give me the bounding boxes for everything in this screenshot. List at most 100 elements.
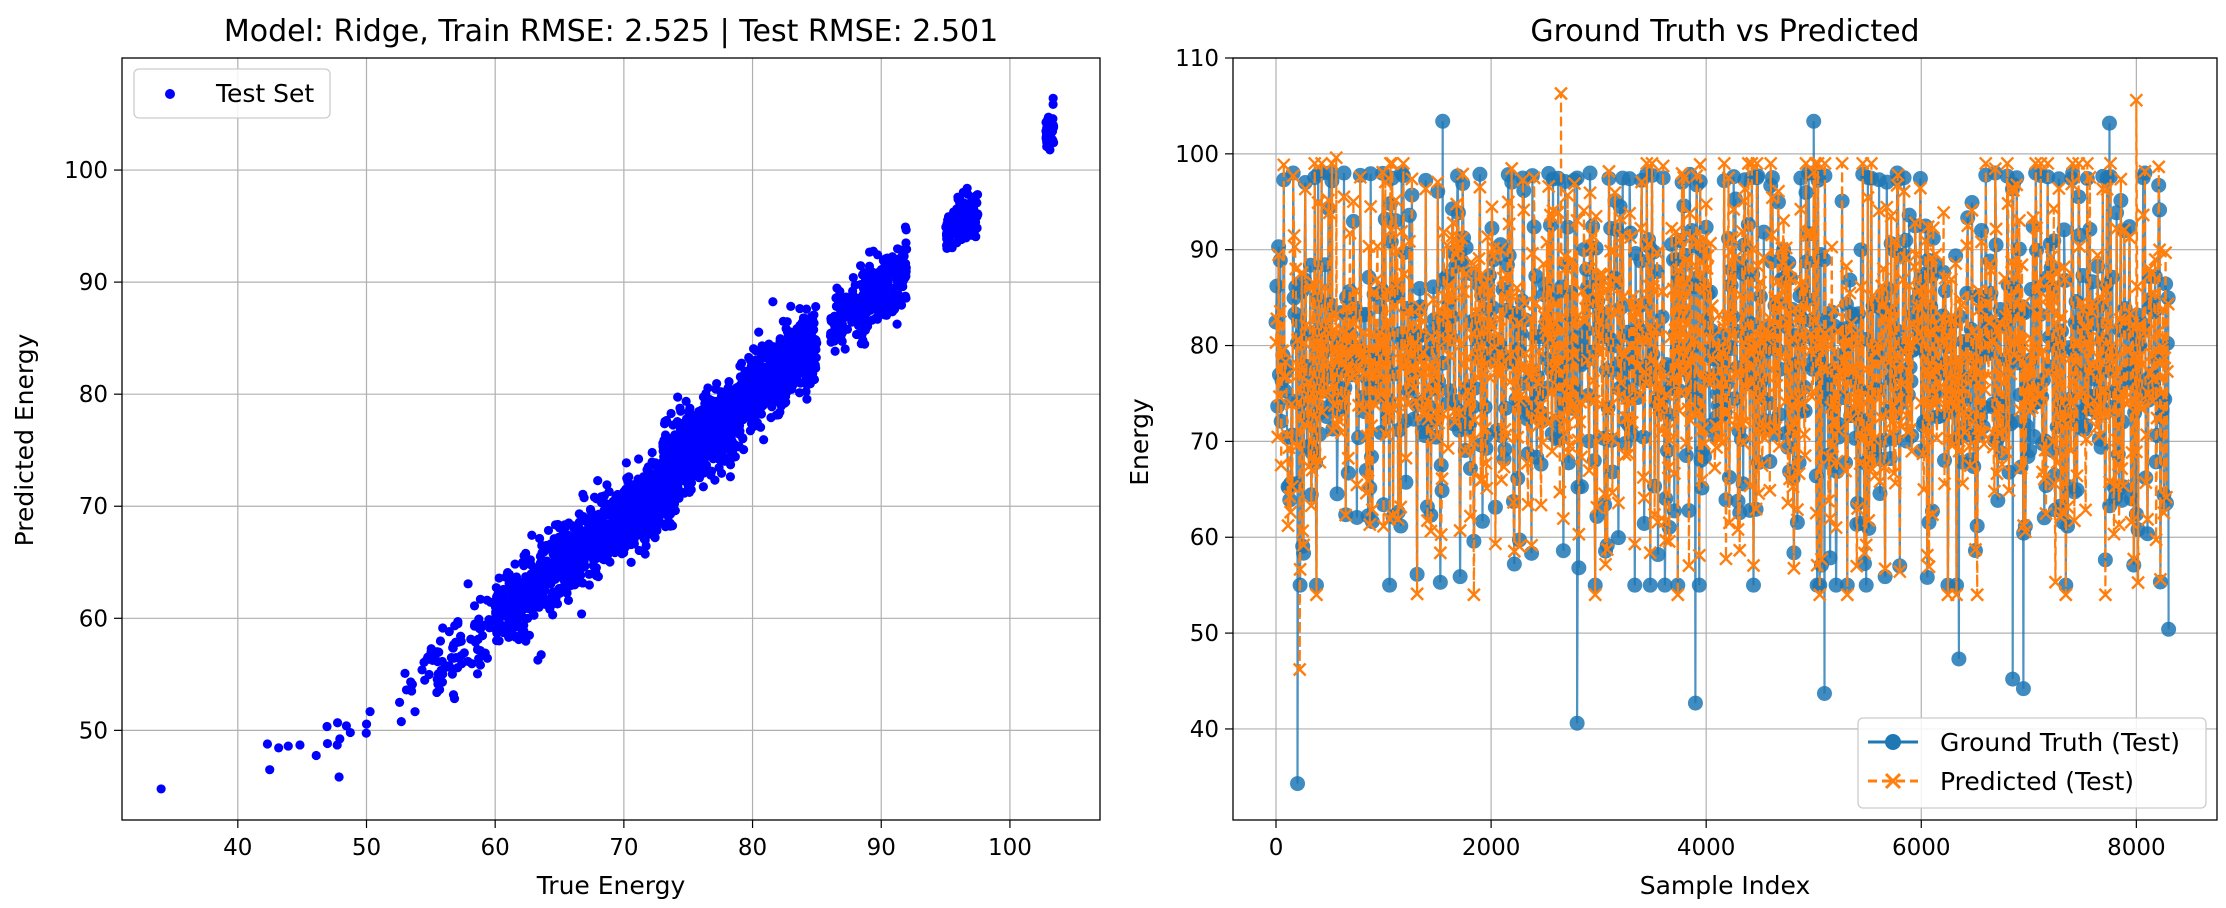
scatter-point	[1048, 99, 1058, 109]
scatter-point	[662, 493, 672, 504]
scatter-point	[274, 743, 284, 753]
scatter-point	[576, 609, 587, 619]
scatter-point	[345, 727, 355, 738]
scatter-point	[689, 427, 700, 437]
scatter-point	[560, 522, 570, 533]
scatter-point	[629, 479, 639, 490]
ground-truth-point	[1329, 486, 1345, 502]
scatter-point	[574, 562, 584, 572]
scatter-point	[647, 457, 657, 467]
scatter-point	[444, 661, 454, 671]
scatter-point	[778, 352, 788, 362]
scatter-y-tick-label: 50	[79, 718, 108, 744]
ground-truth-point	[1569, 170, 1585, 186]
scatter-point	[578, 489, 588, 499]
scatter-point	[700, 399, 710, 409]
scatter-point	[757, 367, 768, 378]
scatter-point	[727, 404, 737, 415]
scatter-y-axis-label: Predicted Energy	[10, 333, 39, 546]
scatter-point	[596, 497, 607, 508]
scatter-point	[794, 324, 804, 334]
scatter-point	[948, 216, 958, 226]
scatter-point	[667, 521, 678, 531]
scatter-point	[598, 518, 608, 529]
scatter-point	[604, 487, 614, 497]
scatter-point	[466, 634, 476, 644]
scatter-point	[684, 441, 694, 452]
scatter-x-tick-label: 90	[867, 835, 896, 861]
ground-truth-point	[1555, 543, 1571, 559]
scatter-point	[809, 318, 819, 328]
scatter-point	[832, 283, 842, 293]
scatter-point	[831, 301, 842, 311]
scatter-point	[453, 637, 463, 648]
ground-truth-point	[1452, 569, 1468, 585]
ground-truth-point	[2069, 482, 2085, 498]
scatter-point	[682, 416, 692, 426]
scatter-point	[491, 609, 501, 619]
scatter-point	[499, 627, 510, 637]
scatter-point	[510, 559, 520, 569]
scatter-point	[944, 231, 954, 241]
scatter-point	[449, 693, 460, 704]
scatter-point	[584, 527, 594, 537]
ground-truth-point	[1951, 651, 1967, 667]
scatter-x-tick-label: 80	[738, 835, 767, 861]
ground-truth-point	[1569, 715, 1585, 731]
scatter-point	[786, 301, 796, 311]
scatter-point	[334, 772, 344, 782]
scatter-point	[647, 447, 657, 458]
scatter-point	[811, 301, 821, 312]
scatter-point	[790, 345, 800, 355]
scatter-point	[775, 407, 785, 417]
scatter-point	[591, 571, 601, 581]
scatter-point	[858, 326, 868, 336]
ground-truth-point	[1627, 577, 1643, 593]
scatter-point	[562, 588, 572, 598]
scatter-point	[640, 535, 650, 545]
scatter-grid	[122, 58, 1100, 820]
ground-truth-point	[1296, 545, 1312, 561]
scatter-point	[419, 657, 429, 668]
ground-truth-point	[1789, 514, 1805, 530]
ground-truth-point	[1745, 577, 1761, 593]
scatter-point	[955, 221, 965, 231]
ground-truth-point	[2161, 621, 2177, 637]
ground-truth-point	[2015, 681, 2031, 697]
scatter-legend: Test Set	[133, 68, 331, 119]
scatter-point	[535, 558, 545, 568]
ground-truth-point	[1290, 776, 1306, 792]
ground-truth-point	[2140, 526, 2156, 542]
scatter-points	[156, 93, 1059, 794]
ground-truth-point	[1573, 479, 1589, 495]
scatter-point	[738, 445, 749, 455]
scatter-point	[779, 364, 789, 374]
scatter-point	[456, 651, 466, 661]
scatter-point	[758, 377, 768, 387]
scatter-y-tick-label: 100	[64, 158, 108, 184]
scatter-point	[563, 595, 574, 606]
scatter-point	[673, 466, 683, 476]
scatter-point	[649, 470, 660, 480]
scatter-point	[504, 600, 514, 610]
scatter-point	[735, 372, 745, 382]
scatter-point	[722, 388, 732, 398]
scatter-point	[746, 361, 756, 372]
scatter-y-tick-label: 60	[79, 606, 108, 632]
scatter-point	[514, 634, 524, 645]
scatter-point	[527, 530, 537, 540]
scatter-point	[877, 302, 887, 312]
scatter-point	[782, 317, 792, 327]
scatter-point	[629, 499, 639, 509]
scatter-point	[511, 575, 521, 586]
scatter-point	[437, 656, 447, 667]
scatter-point	[972, 189, 983, 200]
scatter-point	[806, 353, 816, 363]
scatter-point	[771, 388, 781, 398]
scatter-point	[444, 627, 454, 637]
scatter-point	[607, 540, 617, 550]
scatter-point	[361, 728, 371, 738]
scatter-point	[672, 416, 682, 427]
scatter-point	[859, 268, 869, 278]
